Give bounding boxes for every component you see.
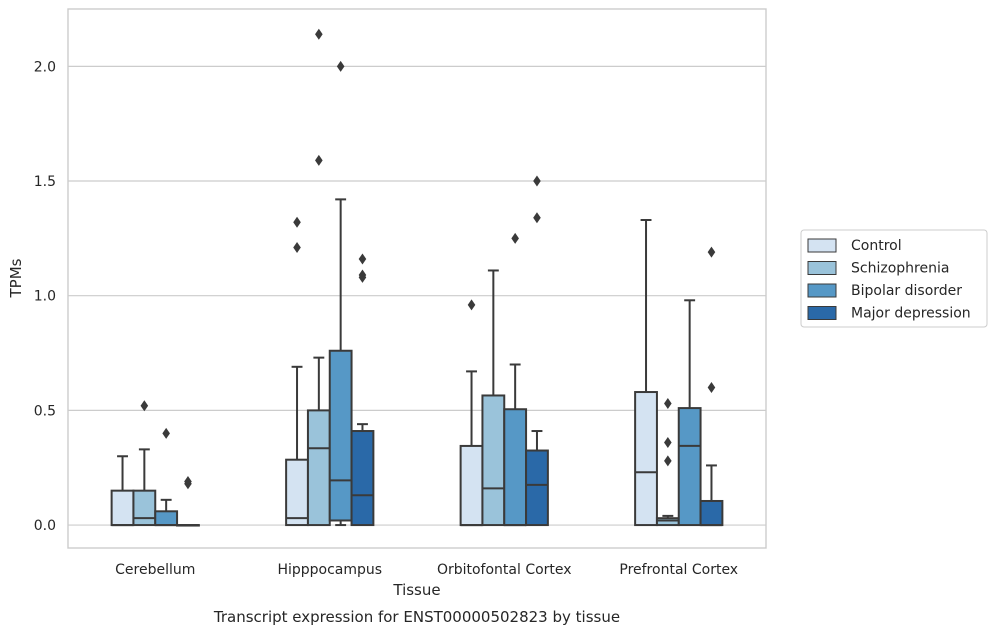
- outlier-point: [315, 154, 323, 166]
- box-group: [677, 299, 702, 527]
- box: [525, 449, 549, 527]
- y-tick-label: 1.5: [34, 174, 56, 190]
- box: [328, 349, 353, 522]
- x-axis-label: Tissue: [392, 581, 440, 599]
- outlier-point: [511, 232, 519, 244]
- legend-label: Schizophrenia: [851, 261, 949, 277]
- box: [481, 394, 506, 527]
- outlier-point: [707, 381, 716, 393]
- box-group: [525, 175, 549, 527]
- box: [503, 408, 528, 527]
- box: [110, 489, 135, 527]
- legend: Control Schizophrenia Bipolar disorder Majo…: [800, 229, 988, 328]
- box: [350, 430, 375, 527]
- legend-label: Bipolar disorder: [851, 283, 962, 299]
- x-tick-label: Orbitofontal Cortex: [437, 562, 572, 578]
- x-tick-label: Hipppocampus: [277, 562, 382, 578]
- y-tick-label: 0.0: [34, 518, 56, 534]
- outlier-point: [140, 400, 149, 412]
- outlier-point: [315, 28, 323, 40]
- box: [699, 499, 724, 527]
- outlier-point: [664, 436, 672, 448]
- legend-frame: [800, 229, 988, 328]
- box: [132, 489, 157, 527]
- outlier-point: [184, 475, 192, 487]
- box: [634, 391, 658, 527]
- outlier-point: [293, 216, 301, 228]
- box-group: [110, 455, 135, 527]
- box: [677, 407, 702, 527]
- outlier-point: [533, 175, 541, 187]
- box: [285, 458, 309, 527]
- plot-area: [68, 9, 766, 548]
- x-tick-labels: Cerebellum Hipppocampus Orbitofontal Corte…: [115, 562, 738, 578]
- y-tick-label: 2.0: [34, 59, 56, 75]
- legend-label: Control: [851, 238, 902, 254]
- legend-swatch: [807, 261, 837, 275]
- outlier-point: [664, 455, 672, 467]
- outlier-point: [664, 398, 672, 410]
- x-tick-label: Cerebellum: [115, 562, 195, 578]
- box-group: [132, 400, 157, 527]
- boxes: [110, 28, 724, 527]
- y-tick-labels: 0.0 0.5 1.0 1.5 2.0: [34, 59, 56, 534]
- outlier-point: [358, 253, 367, 265]
- box-group: [176, 475, 200, 527]
- box-group: [154, 427, 179, 527]
- outlier-point: [336, 60, 345, 72]
- chart-caption: Transcript expression for ENST0000050282…: [213, 608, 620, 626]
- legend-swatch: [807, 238, 837, 253]
- box-group: [459, 299, 484, 527]
- box: [306, 409, 331, 527]
- box-group: [350, 253, 375, 527]
- y-axis-label: TPMs: [7, 258, 25, 298]
- outlier-point: [533, 212, 541, 224]
- outlier-point: [358, 269, 367, 281]
- x-tick-label: Prefrontal Cortex: [619, 562, 738, 578]
- outlier-point: [707, 246, 716, 258]
- outlier-point: [467, 299, 476, 311]
- y-tick-label: 0.5: [34, 403, 56, 419]
- box: [154, 510, 179, 527]
- outlier-point: [293, 242, 301, 254]
- outlier-point: [162, 427, 170, 439]
- box-group: [634, 219, 658, 527]
- box: [459, 444, 484, 527]
- legend-swatch: [807, 306, 837, 320]
- box: [655, 517, 680, 527]
- box-group: [699, 246, 724, 527]
- legend-swatch: [807, 283, 837, 298]
- plot-frame: [67, 8, 767, 549]
- legend-label: Major depression: [851, 306, 971, 322]
- y-tick-label: 1.0: [34, 289, 56, 305]
